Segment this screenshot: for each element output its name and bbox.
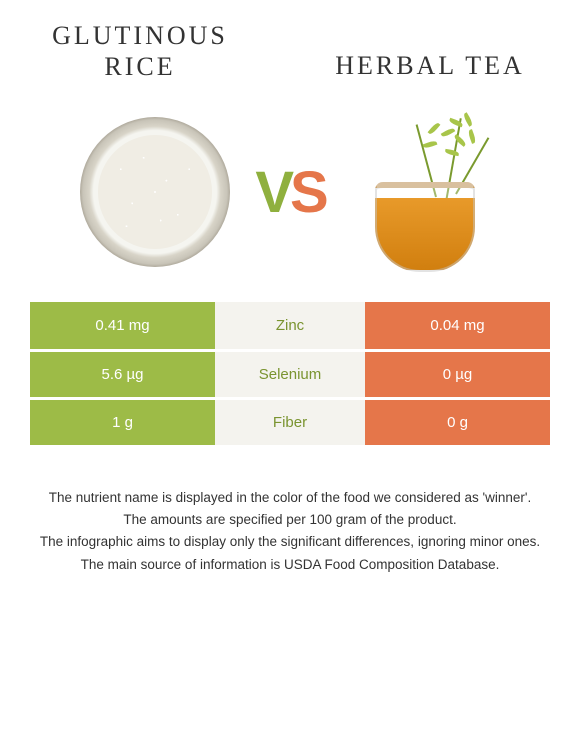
right-food-image [345, 112, 505, 272]
footer-line-3: The infographic aims to display only the… [30, 532, 550, 552]
right-food-title: Herbal tea [320, 20, 540, 82]
vs-v: V [255, 160, 290, 225]
table-row: 1 gFiber0 g [30, 398, 550, 446]
footer-line-4: The main source of information is USDA F… [30, 555, 550, 575]
images-row: VS [0, 92, 580, 302]
tea-glass-icon [355, 112, 495, 272]
nutrient-name: Selenium [215, 350, 365, 398]
rice-bowl-icon [80, 117, 230, 267]
left-value: 5.6 µg [30, 350, 215, 398]
footer-line-2: The amounts are specified per 100 gram o… [30, 510, 550, 530]
footer-notes: The nutrient name is displayed in the co… [0, 448, 580, 597]
left-value: 1 g [30, 398, 215, 446]
nutrient-table: 0.41 mgZinc0.04 mg5.6 µgSelenium0 µg1 gF… [30, 302, 550, 448]
left-value: 0.41 mg [30, 302, 215, 350]
vs-label: VS [255, 159, 324, 226]
table-row: 5.6 µgSelenium0 µg [30, 350, 550, 398]
right-value: 0.04 mg [365, 302, 550, 350]
nutrient-name: Zinc [215, 302, 365, 350]
left-food-image [75, 112, 235, 272]
nutrient-name: Fiber [215, 398, 365, 446]
footer-line-1: The nutrient name is displayed in the co… [30, 488, 550, 508]
left-food-title: Glutinous rice [40, 20, 240, 82]
vs-s: S [290, 160, 325, 225]
right-value: 0 µg [365, 350, 550, 398]
header: Glutinous rice Herbal tea [0, 0, 580, 92]
table-row: 0.41 mgZinc0.04 mg [30, 302, 550, 350]
right-value: 0 g [365, 398, 550, 446]
